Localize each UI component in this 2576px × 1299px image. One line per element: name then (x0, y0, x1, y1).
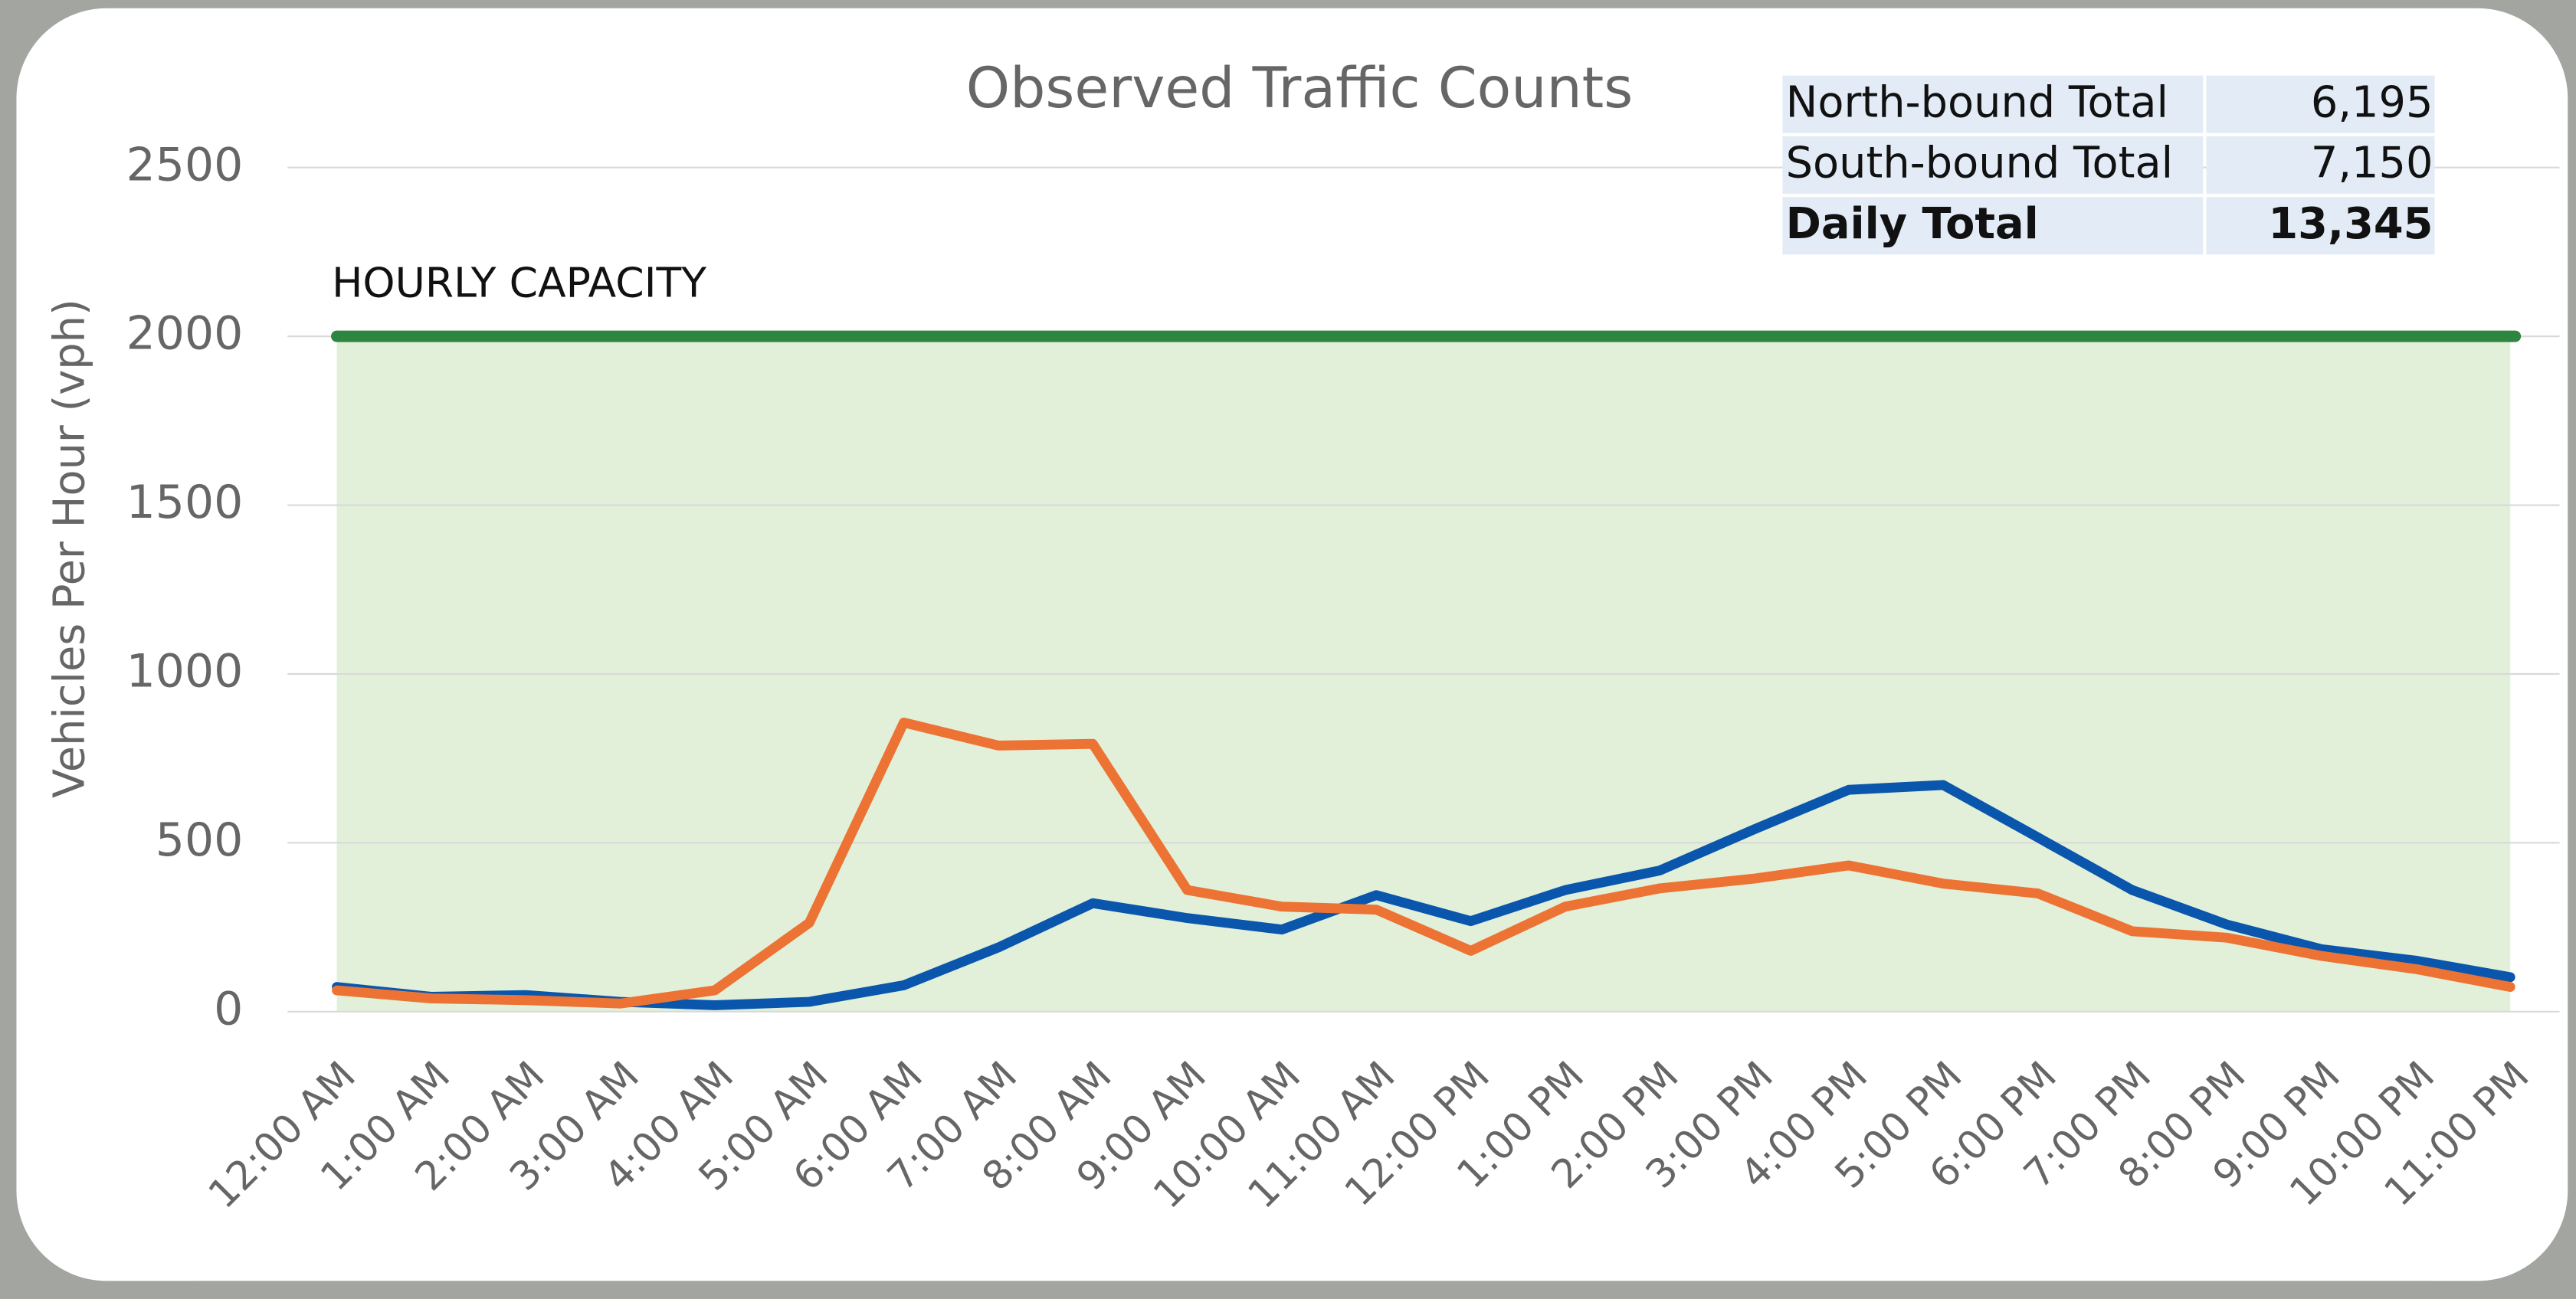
summary-table: North-bound Total 6,195 South-bound Total 7… (1782, 75, 2435, 255)
table-label: Daily Total (1786, 199, 2039, 249)
table-value: 13,345 (2268, 199, 2433, 249)
table-label: North-bound Total (1786, 77, 2168, 127)
table-value: 7,150 (2311, 139, 2433, 188)
y-tick-label: 1000 (126, 645, 244, 699)
y-tick-label: 500 (156, 813, 244, 867)
chart-title: Observed Traffic Counts (966, 56, 1633, 121)
table-cell (2206, 136, 2435, 195)
series-line (332, 780, 2515, 1010)
table-value: 6,195 (2311, 77, 2433, 127)
table-cell (1782, 75, 2204, 133)
table-cell (2206, 197, 2435, 255)
table-label: South-bound Total (1786, 139, 2173, 188)
y-axis-label: Vehicles Per Hour (vph) (44, 299, 94, 798)
series-line (332, 717, 2515, 1009)
y-tick-label: 2000 (126, 307, 244, 361)
y-tick-label: 1500 (126, 476, 244, 529)
y-tick-label: 2500 (126, 138, 244, 191)
y-tick-label: 0 (214, 982, 243, 1036)
table-cell (1782, 136, 2204, 195)
capacity-label: HOURLY CAPACITY (332, 258, 706, 306)
table-cell (2206, 75, 2435, 133)
table-cell (1782, 197, 2204, 255)
